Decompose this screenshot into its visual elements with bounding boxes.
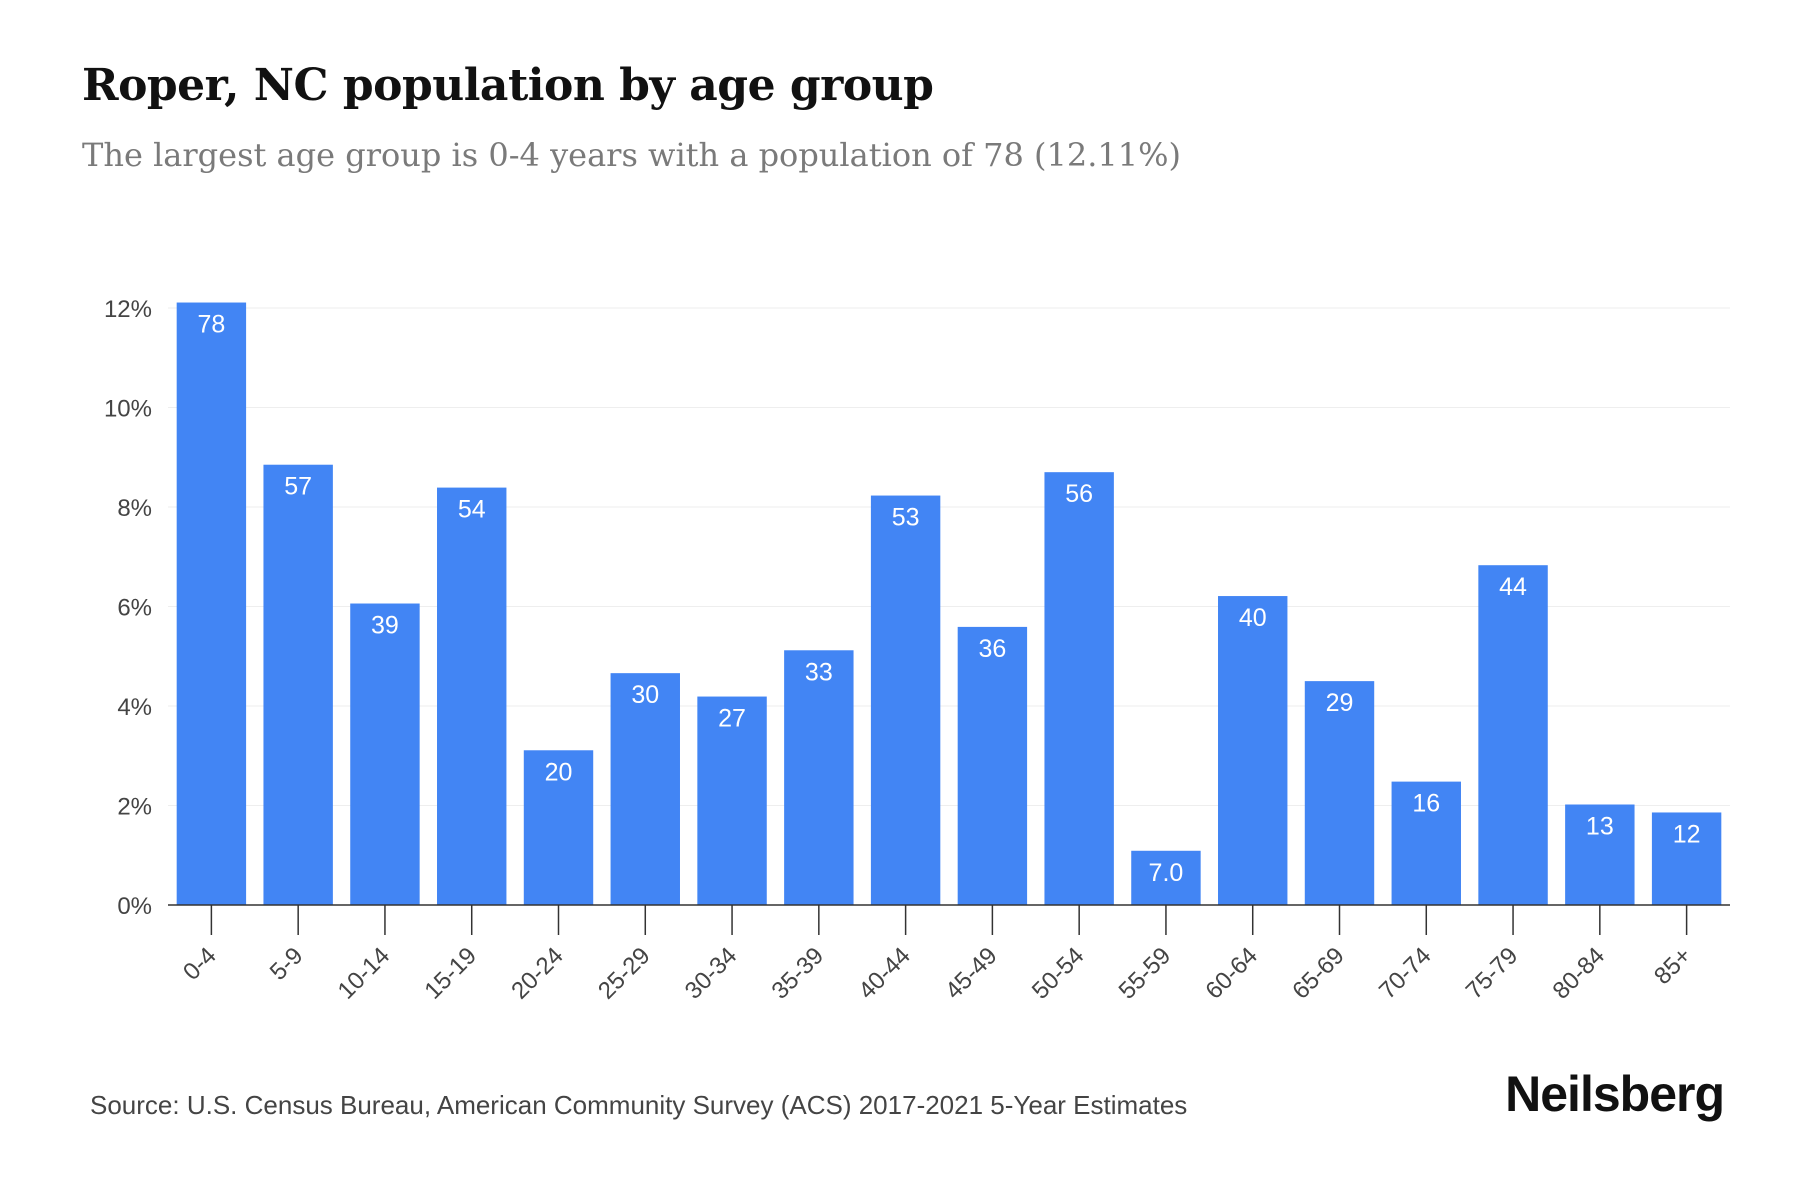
bar xyxy=(1565,804,1635,905)
bar xyxy=(350,603,420,905)
x-tick-label: 80-84 xyxy=(1548,942,1611,1005)
bar-value-label: 7.0 xyxy=(1149,859,1184,887)
bar-value-label: 39 xyxy=(371,612,399,640)
bar xyxy=(610,673,680,905)
bar xyxy=(1044,472,1114,905)
x-tick-label: 75-79 xyxy=(1461,942,1524,1005)
bar-value-label: 78 xyxy=(197,311,225,339)
bar-value-label: 27 xyxy=(718,705,746,733)
bar xyxy=(784,650,854,905)
x-tick-label: 60-64 xyxy=(1200,942,1263,1005)
y-tick-label: 12% xyxy=(104,296,152,323)
bar xyxy=(870,495,941,905)
bar-value-label: 12 xyxy=(1673,820,1701,848)
chart-title: Roper, NC population by age group xyxy=(82,60,934,111)
chart-subtitle: The largest age group is 0-4 years with … xyxy=(82,136,1182,174)
bar-value-label: 53 xyxy=(892,504,920,532)
y-tick-label: 10% xyxy=(104,396,152,423)
x-tick-label: 0-4 xyxy=(178,942,222,986)
bar-chart: 0% 2% 4% 6% 8% 10% 12% 78 0-4 57 5-9 39 10-14 54 15-19… xyxy=(104,296,1730,1005)
bar-value-label: 40 xyxy=(1239,604,1267,632)
bar-value-label: 16 xyxy=(1412,790,1440,818)
bar-value-label: 29 xyxy=(1326,689,1354,717)
bar xyxy=(523,750,594,905)
x-tick-label: 15-19 xyxy=(419,942,482,1005)
source-note: Source: U.S. Census Bureau, American Com… xyxy=(90,1090,1188,1120)
bar xyxy=(1131,850,1201,905)
bar-value-label: 20 xyxy=(545,758,573,786)
bar xyxy=(1304,681,1375,905)
brand-logo: Neilsberg xyxy=(1505,1066,1725,1122)
x-tick-label: 10-14 xyxy=(333,942,396,1005)
bar xyxy=(1478,565,1548,905)
x-tick-label: 40-44 xyxy=(853,942,916,1005)
bar-value-label: 57 xyxy=(284,473,312,501)
x-tick-label: 5-9 xyxy=(265,942,309,986)
bar-value-label: 54 xyxy=(458,496,486,524)
bar xyxy=(176,302,247,906)
bar-value-label: 56 xyxy=(1065,480,1093,508)
bar xyxy=(437,487,507,905)
x-tick-label: 85+ xyxy=(1649,942,1697,990)
x-tick-label: 20-24 xyxy=(506,942,569,1005)
y-tick-label: 2% xyxy=(117,794,152,821)
bar xyxy=(1218,596,1288,905)
y-tick-label: 6% xyxy=(117,595,152,622)
y-tick-label: 8% xyxy=(117,495,152,522)
bar xyxy=(263,464,333,905)
bar xyxy=(957,626,1028,905)
x-tick-label: 35-39 xyxy=(767,942,830,1005)
x-tick-label: 50-54 xyxy=(1027,942,1090,1005)
x-tick-label: 65-69 xyxy=(1287,942,1350,1005)
bar-value-label: 36 xyxy=(978,635,1006,663)
bar xyxy=(697,696,767,905)
x-tick-label: 55-59 xyxy=(1114,942,1177,1005)
bar-value-label: 44 xyxy=(1499,573,1527,601)
x-tick-label: 25-29 xyxy=(593,942,656,1005)
bar xyxy=(1651,812,1722,905)
bar xyxy=(1391,781,1461,905)
y-tick-label: 4% xyxy=(117,694,152,721)
y-tick-label: 0% xyxy=(117,893,152,920)
bar-value-label: 30 xyxy=(631,681,659,709)
x-tick-label: 45-49 xyxy=(940,942,1003,1005)
bar-value-label: 33 xyxy=(805,658,833,686)
x-tick-label: 30-34 xyxy=(680,942,743,1005)
x-tick-label: 70-74 xyxy=(1374,942,1437,1005)
bar-value-label: 13 xyxy=(1586,813,1614,841)
